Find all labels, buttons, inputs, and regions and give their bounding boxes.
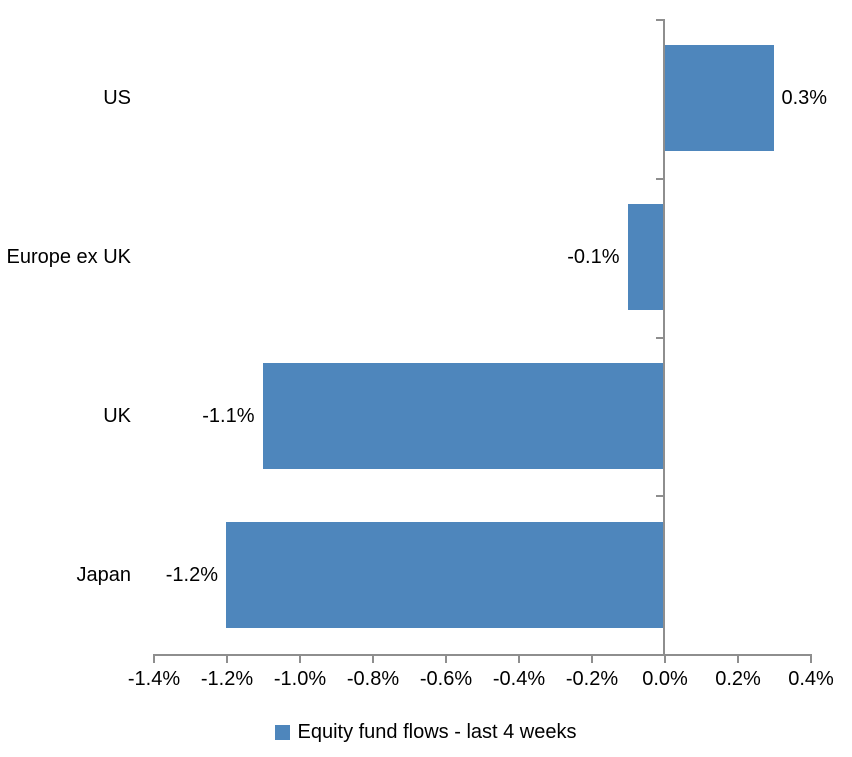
x-axis-tick: [445, 654, 447, 663]
x-axis-tick: [591, 654, 593, 663]
x-axis-tick: [518, 654, 520, 663]
x-axis-tick: [299, 654, 301, 663]
y-axis-tick: [656, 19, 665, 21]
y-axis-tick: [656, 177, 665, 180]
x-axis-tick-label: -1.2%: [200, 668, 254, 690]
x-axis-tick-label: -0.8%: [346, 668, 400, 690]
x-axis-tick-label: -0.6%: [419, 668, 473, 690]
x-axis-tick-label: -1.0%: [273, 668, 327, 690]
x-axis-tick-label: 0.0%: [642, 668, 688, 690]
x-axis-tick-label: 0.4%: [788, 668, 834, 690]
y-axis-tick: [656, 495, 665, 498]
category-label: US: [103, 87, 131, 110]
legend-label: Equity fund flows - last 4 weeks: [297, 721, 577, 743]
bar-europe-ex-uk: [627, 204, 664, 311]
category-label: Japan: [76, 563, 132, 586]
x-axis-tick: [737, 654, 739, 663]
y-axis-tick: [656, 336, 665, 339]
legend-swatch-icon: [275, 724, 291, 740]
x-axis-tick-label: -0.2%: [565, 668, 619, 690]
category-label: UK: [103, 404, 131, 427]
x-axis-tick-label: 0.2%: [715, 668, 761, 690]
bar-us: [664, 45, 774, 152]
value-label: -0.1%: [567, 246, 620, 269]
x-axis-tick: [226, 654, 228, 663]
category-label: Europe ex UK: [6, 246, 131, 269]
x-axis-tick: [810, 654, 812, 663]
bar-japan: [226, 521, 664, 628]
value-label: -1.2%: [165, 563, 218, 586]
x-axis-tick: [372, 654, 374, 663]
x-axis-tick: [664, 654, 666, 663]
x-axis-tick: [153, 654, 155, 663]
x-axis-tick-label: -1.4%: [127, 668, 181, 690]
y-axis-line: [663, 19, 665, 656]
bar-uk: [262, 362, 664, 469]
x-axis-tick-label: -0.4%: [492, 668, 546, 690]
x-axis-line: [153, 654, 812, 656]
value-label: 0.3%: [781, 87, 828, 110]
legend: Equity fund flows - last 4 weeks: [0, 722, 852, 742]
y-axis-tick: [656, 654, 665, 656]
value-label: -1.1%: [202, 404, 255, 427]
